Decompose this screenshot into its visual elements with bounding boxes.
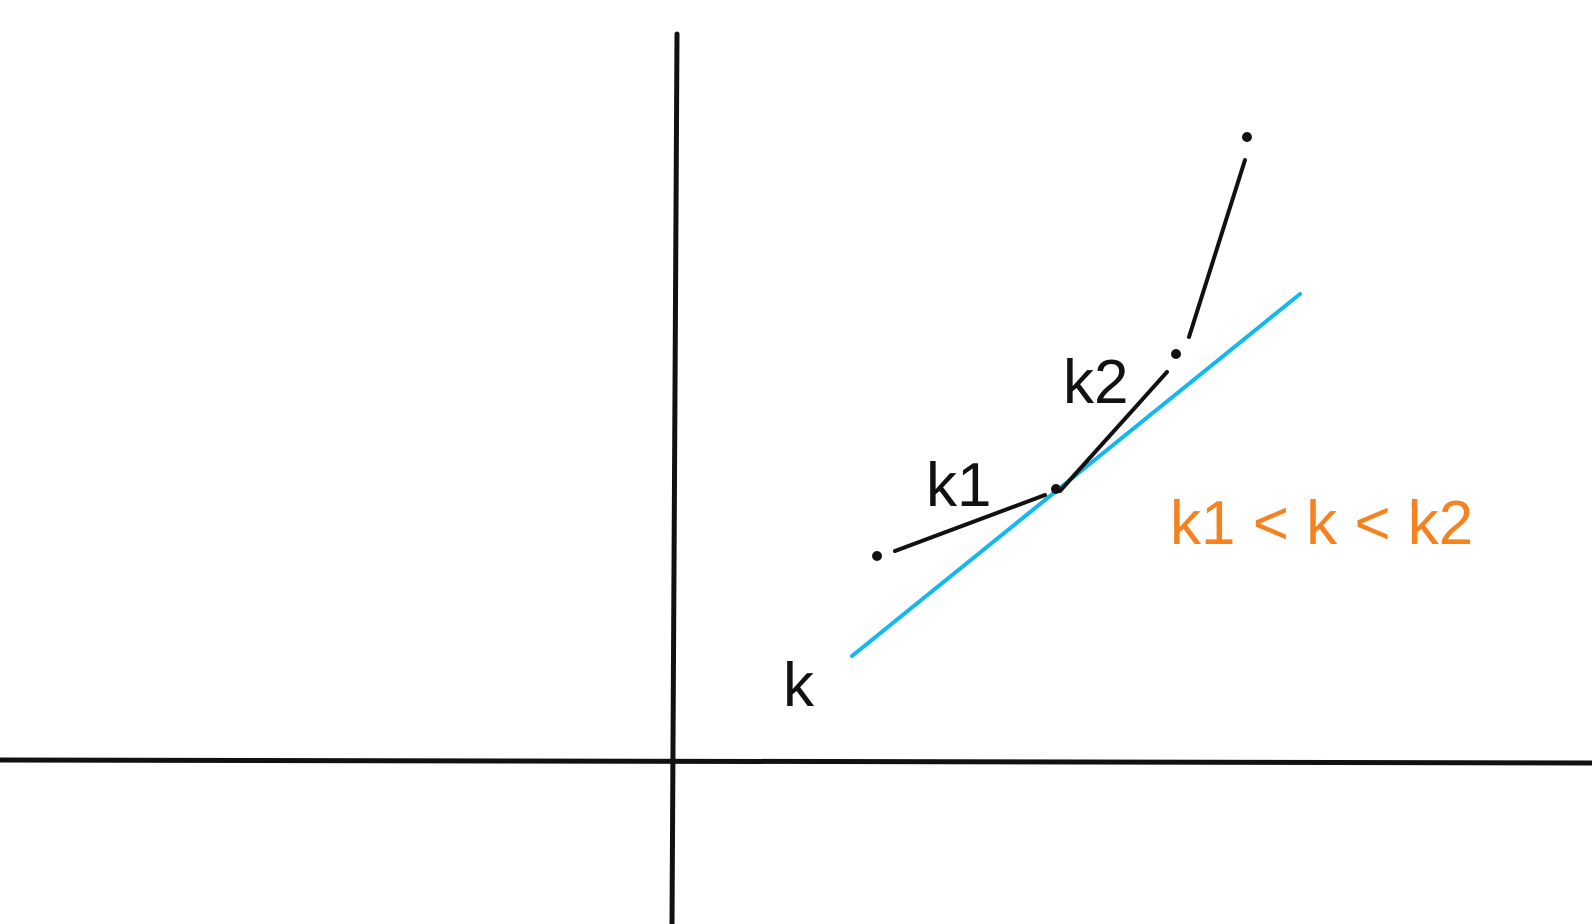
secant-segment-k2 xyxy=(1058,370,1169,493)
point-middle xyxy=(1051,484,1061,494)
label-k: k xyxy=(783,651,815,720)
point-right xyxy=(1171,349,1181,359)
point-left xyxy=(872,551,882,561)
relation-text: k1 < k < k2 xyxy=(1170,489,1473,558)
upper-segment xyxy=(1187,158,1247,339)
label-k1: k1 xyxy=(926,451,991,520)
point-top xyxy=(1242,132,1252,142)
y-axis xyxy=(669,31,680,924)
secant-segment-k1 xyxy=(893,493,1047,553)
label-k2: k2 xyxy=(1063,348,1128,417)
x-axis xyxy=(0,757,1592,766)
